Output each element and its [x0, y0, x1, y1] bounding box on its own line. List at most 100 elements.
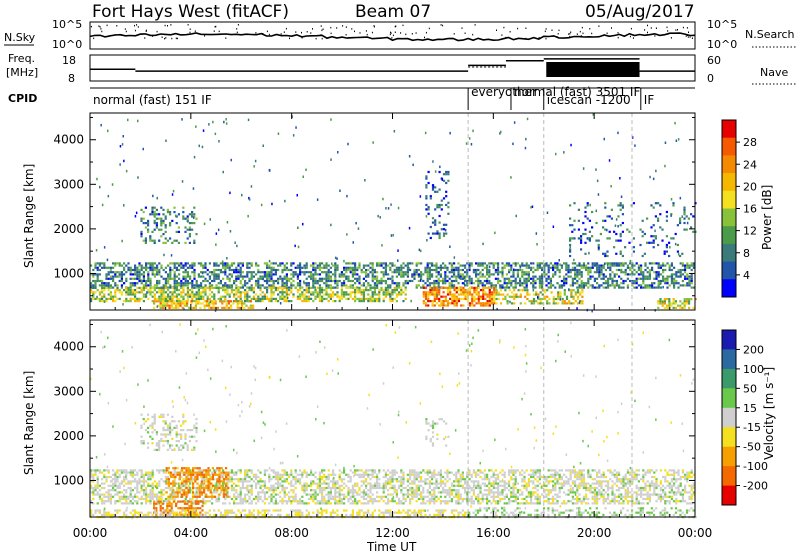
heat-cell — [352, 496, 354, 498]
heat-cell — [345, 284, 347, 286]
heat-cell — [210, 218, 212, 221]
heat-cell — [259, 478, 261, 480]
heat-cell — [101, 284, 103, 286]
heat-cell — [615, 240, 617, 242]
heat-cell — [443, 302, 445, 304]
heat-cell — [136, 491, 138, 493]
heat-cell — [519, 269, 521, 271]
heat-cell — [445, 298, 447, 300]
heat-cell — [554, 287, 556, 289]
heat-cell — [264, 502, 266, 504]
heat-cell — [165, 500, 167, 502]
heat-cell — [636, 282, 638, 284]
heat-cell — [215, 278, 217, 280]
heat-cell — [458, 300, 460, 302]
heat-cell — [191, 229, 193, 231]
heat-cell — [303, 491, 305, 493]
colorbar-label: 4 — [743, 269, 750, 282]
heat-cell — [499, 284, 501, 286]
heat-cell — [468, 262, 470, 264]
heat-cell — [519, 282, 521, 284]
heat-cell — [185, 269, 187, 271]
heat-cell — [237, 275, 239, 278]
heat-cell — [325, 293, 327, 295]
heat-cell — [434, 186, 436, 188]
heat-cell — [567, 267, 569, 269]
heat-cell — [334, 273, 336, 275]
heat-cell — [539, 278, 541, 280]
heat-cell — [496, 298, 498, 300]
heat-cell — [499, 280, 501, 282]
heat-cell — [345, 474, 347, 476]
heat-cell — [651, 284, 653, 286]
heat-cell — [103, 469, 105, 471]
heat-cell — [541, 279, 543, 282]
heat-cell — [275, 474, 277, 476]
heat-cell — [143, 222, 145, 224]
heat-cell — [180, 485, 182, 487]
heat-cell — [387, 273, 389, 275]
heat-cell — [273, 291, 275, 293]
heat-cell — [279, 262, 281, 264]
heat-cell — [553, 300, 555, 302]
heat-cell — [112, 300, 114, 302]
heat-cell — [264, 469, 266, 471]
heat-cell — [592, 287, 594, 289]
heat-cell — [134, 265, 136, 267]
heat-cell — [391, 289, 393, 291]
heat-cell — [279, 483, 281, 485]
heat-cell — [160, 300, 162, 302]
heat-cell — [284, 496, 286, 498]
heat-cell — [662, 271, 664, 273]
heat-cell — [317, 485, 319, 487]
heat-cell — [431, 262, 433, 264]
heat-cell — [597, 180, 599, 183]
heat-cell — [402, 282, 404, 284]
heat-cell — [391, 271, 393, 273]
heat-cell — [240, 273, 242, 275]
heat-cell — [387, 265, 389, 267]
heat-cell — [372, 300, 374, 302]
heat-cell — [147, 483, 149, 485]
heat-cell — [156, 267, 158, 269]
heat-cell — [156, 265, 158, 267]
heat-cell — [235, 496, 237, 498]
heat-cell — [455, 278, 457, 280]
heat-cell — [666, 262, 668, 264]
heat-cell — [580, 237, 582, 239]
heat-cell — [281, 476, 283, 478]
noise-point — [598, 25, 599, 27]
heat-cell — [127, 498, 129, 500]
heat-cell — [455, 269, 457, 271]
heat-cell — [244, 480, 246, 482]
heat-cell — [372, 273, 374, 275]
heat-cell — [136, 487, 138, 489]
heat-cell — [97, 280, 99, 282]
heat-cell — [215, 273, 217, 275]
heat-cell — [457, 271, 459, 273]
heat-cell — [268, 474, 270, 476]
heat-cell — [303, 485, 305, 487]
heat-cell — [354, 498, 356, 500]
heat-cell — [541, 273, 543, 275]
noise-point — [177, 38, 178, 40]
heat-cell — [427, 296, 429, 298]
heat-cell — [668, 305, 670, 307]
heat-cell — [251, 278, 253, 280]
heat-cell — [491, 302, 493, 304]
heat-cell — [438, 271, 440, 273]
heat-cell — [319, 278, 321, 280]
heat-cell — [570, 269, 572, 271]
heat-cell — [225, 284, 227, 287]
heat-cell — [607, 280, 609, 282]
heat-cell — [469, 293, 471, 295]
heat-cell — [310, 265, 312, 267]
heat-cell — [101, 483, 103, 485]
heat-cell — [345, 298, 347, 300]
heat-cell — [356, 502, 358, 504]
heat-cell — [455, 276, 457, 278]
heat-cell — [156, 269, 158, 271]
heat-cell — [255, 282, 257, 284]
heat-cell — [156, 496, 158, 498]
heat-cell — [525, 147, 527, 150]
